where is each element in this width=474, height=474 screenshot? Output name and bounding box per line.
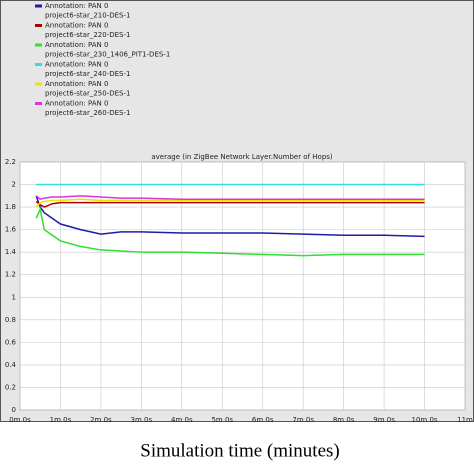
- plot-area: [19, 161, 466, 411]
- series-line: [35, 206, 425, 257]
- legend-annotation: Annotation: PAN 0: [45, 2, 108, 10]
- legend-annotation: Annotation: PAN 0: [45, 61, 108, 69]
- x-tick-label: 8m 0s: [333, 416, 355, 424]
- legend-label: project6-star_220-DES-1: [45, 31, 130, 39]
- legend-annotation: Annotation: PAN 0: [45, 80, 108, 88]
- x-tick-label: 10m 0s: [412, 416, 438, 424]
- x-tick-label: 3m 0s: [131, 416, 153, 424]
- chart-title: average (in ZigBee Network Layer.Number …: [151, 153, 333, 161]
- y-tick-label: 0.6: [5, 338, 17, 346]
- x-tick-label: 6m 0s: [252, 416, 274, 424]
- x-tick-label: 2m 0s: [90, 416, 112, 424]
- y-tick-label: 1.6: [5, 226, 17, 234]
- x-tick-label: 9m 0s: [373, 416, 395, 424]
- y-tick-label: 1: [12, 293, 16, 301]
- legend-label: project6-star_260-DES-1: [45, 109, 130, 117]
- x-tick-label: 0m 0s: [9, 416, 31, 424]
- x-axis-label: Simulation time (minutes): [140, 440, 339, 461]
- y-tick-label: 1.8: [5, 203, 16, 211]
- y-tick-label: 0.4: [5, 361, 17, 369]
- y-tick-label: 0.2: [5, 383, 16, 391]
- y-tick-label: 2: [12, 181, 16, 189]
- legend-annotation: Annotation: PAN 0: [45, 22, 108, 30]
- x-tick-label: 7m 0s: [292, 416, 314, 424]
- y-tick-label: 0: [12, 406, 16, 414]
- series-line: [35, 198, 425, 208]
- y-tick-label: 2.2: [5, 158, 16, 166]
- series-line: [35, 195, 425, 238]
- series-line: [35, 195, 425, 201]
- y-tick-label: 1.4: [5, 248, 17, 256]
- y-tick-label: 1.2: [5, 271, 16, 279]
- legend-label: project6-star_250-DES-1: [45, 90, 130, 98]
- x-tick-label: 5m 0s: [211, 416, 233, 424]
- x-tick-label: 4m 0s: [171, 416, 193, 424]
- x-tick-label: 11m: [457, 416, 473, 424]
- series-line: [35, 200, 425, 208]
- legend-annotation: Annotation: PAN 0: [45, 100, 108, 108]
- x-tick-label: 1m 0s: [50, 416, 72, 424]
- legend-label: project6-star_230_1406_PIT1-DES-1: [45, 51, 170, 59]
- y-tick-label: 0.8: [5, 316, 16, 324]
- legend-label: project6-star_210-DES-1: [45, 12, 130, 20]
- legend-label: project6-star_240-DES-1: [45, 70, 130, 78]
- legend-annotation: Annotation: PAN 0: [45, 41, 108, 49]
